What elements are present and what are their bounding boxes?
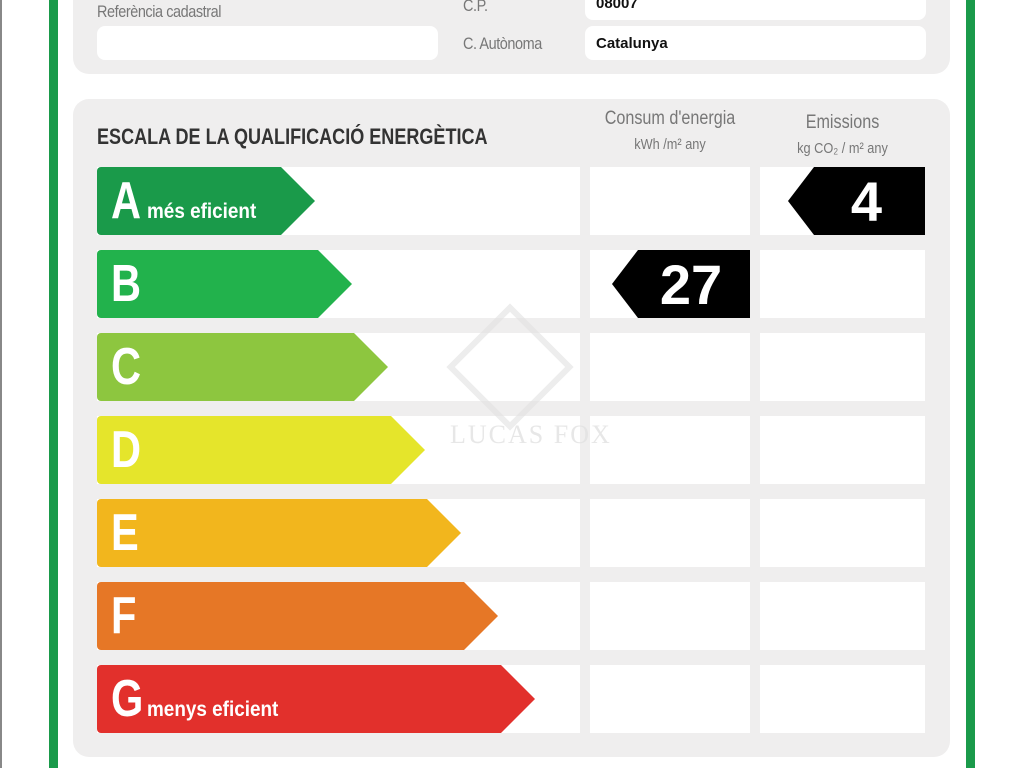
- region-label: C. Autònoma: [463, 34, 542, 53]
- class-letter: G: [111, 670, 144, 728]
- emissions-header: Emissions: [805, 112, 880, 133]
- class-note: menys eficient: [147, 698, 279, 721]
- consumption-cell: [590, 167, 750, 235]
- emissions-cell: [760, 582, 925, 650]
- emissions-cell: [760, 499, 925, 567]
- class-letter: C: [111, 338, 142, 396]
- emissions-cell: [760, 333, 925, 401]
- cp-label: C.P.: [463, 0, 488, 15]
- border-left: [49, 0, 58, 768]
- consumption-cell: [590, 333, 750, 401]
- emissions-cell: [760, 665, 925, 733]
- cadastral-field: [97, 26, 438, 60]
- consumption-indicator: 27: [612, 250, 750, 318]
- consumption-cell: [590, 499, 750, 567]
- class-bar-e: E: [97, 499, 461, 567]
- consumption-header: Consum d'energia: [604, 108, 736, 129]
- region-field: Catalunya: [585, 26, 926, 60]
- cadastral-label: Referència cadastral: [97, 2, 222, 21]
- page-edge: [0, 0, 2, 768]
- class-bar-d: D: [97, 416, 425, 484]
- class-letter: F: [111, 587, 137, 645]
- class-letter: A: [111, 172, 142, 230]
- consumption-unit: kWh /m² any: [634, 136, 706, 153]
- class-bar-c: C: [97, 333, 388, 401]
- emissions-cell: [760, 416, 925, 484]
- consumption-cell: [590, 416, 750, 484]
- class-letter: E: [111, 504, 139, 562]
- class-bar-b: B: [97, 250, 352, 318]
- class-note: més eficient: [147, 200, 257, 223]
- emissions-cell: [760, 250, 925, 318]
- emissions-indicator: 4: [788, 167, 925, 235]
- class-bar-f: F: [97, 582, 498, 650]
- consumption-cell: [590, 582, 750, 650]
- emissions-unit: kg CO₂ / m² any: [797, 140, 888, 157]
- border-right: [966, 0, 975, 768]
- class-letter: B: [111, 255, 142, 313]
- cp-field: 08007: [585, 0, 926, 20]
- consumption-cell: [590, 665, 750, 733]
- class-letter: D: [111, 421, 142, 479]
- watermark-text: LUCAS FOX: [450, 420, 612, 449]
- scale-title: ESCALA DE LA QUALIFICACIÓ ENERGÈTICA: [97, 124, 488, 149]
